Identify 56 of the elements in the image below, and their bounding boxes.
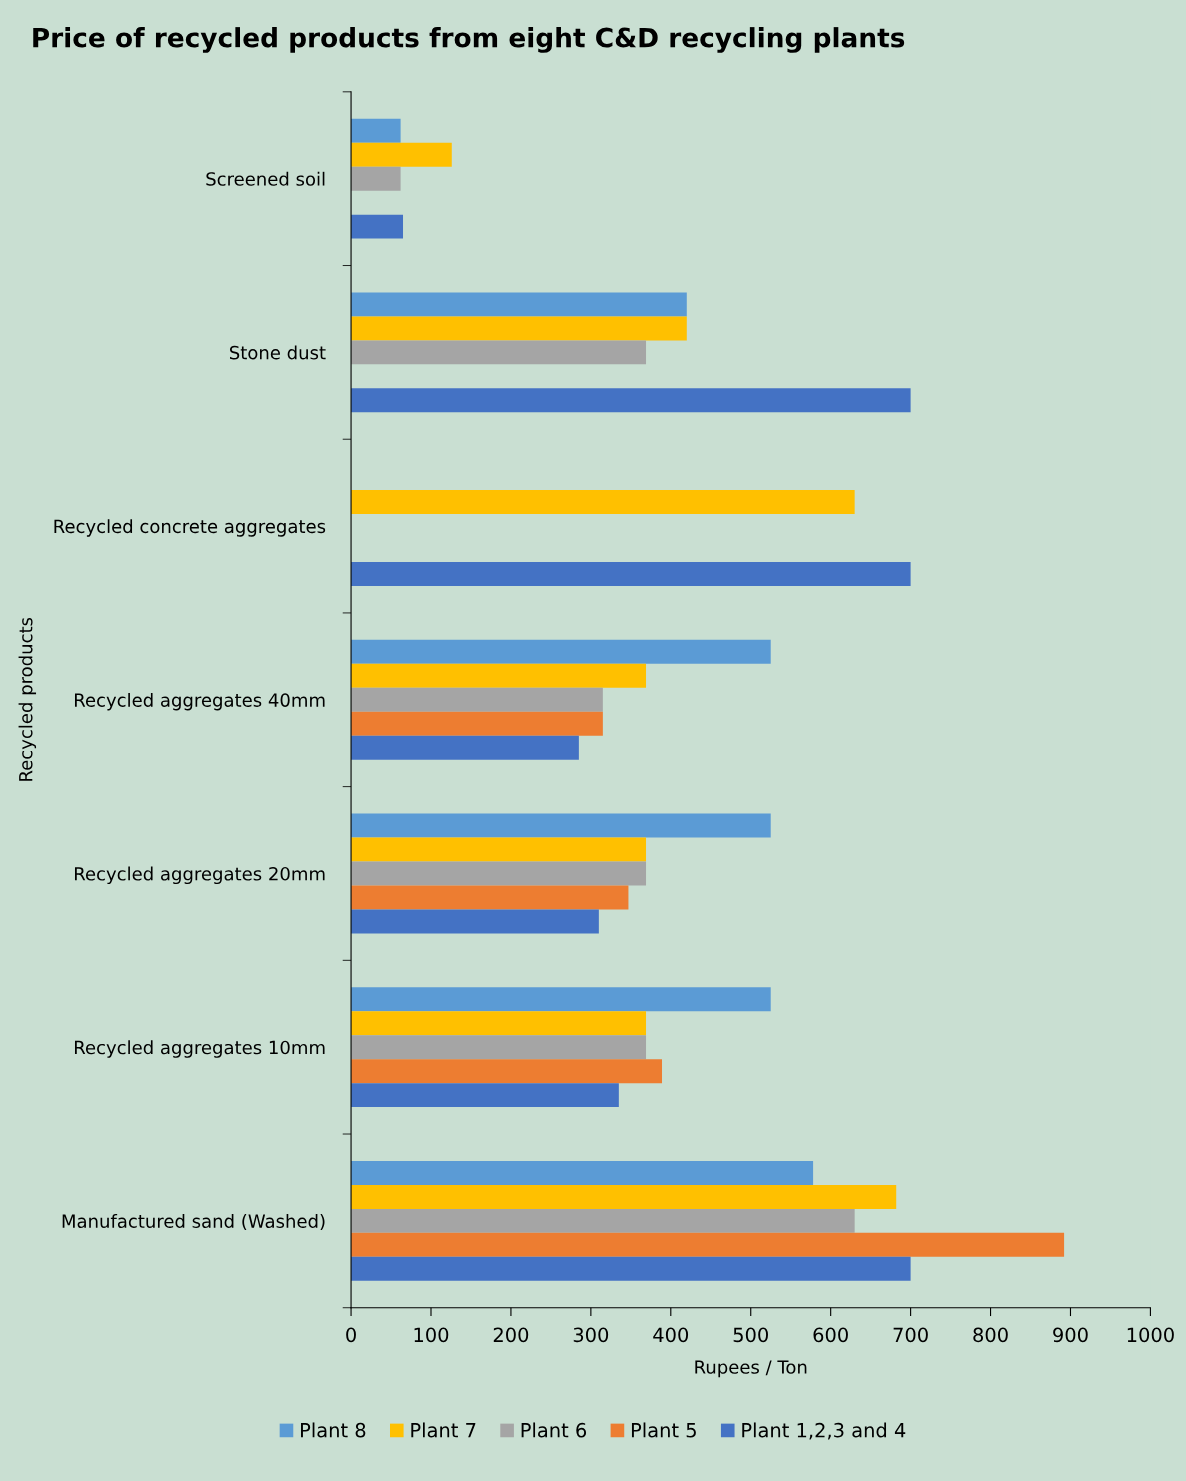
bar <box>351 1208 855 1233</box>
x-tick-label: 200 <box>493 1327 529 1343</box>
legend-label: Plant 6 <box>521 1422 587 1438</box>
x-tick-label: 600 <box>813 1327 848 1343</box>
bar <box>351 142 452 167</box>
bar <box>351 735 579 760</box>
bar <box>351 837 647 862</box>
bar <box>351 663 647 688</box>
legend-label: Plant 1,2,3 and 4 <box>742 1422 906 1440</box>
bar <box>351 490 855 515</box>
legend-label: Plant 5 <box>631 1422 696 1438</box>
y-tick-label: Recycled aggregates 10mm <box>74 1040 325 1058</box>
bar <box>351 562 911 586</box>
legend-label: Plant 8 <box>301 1422 366 1438</box>
bar <box>351 711 603 736</box>
bar <box>351 813 771 838</box>
bar <box>351 316 687 341</box>
y-tick-label: Recycled concrete aggregates <box>54 519 326 537</box>
bar <box>351 861 647 886</box>
y-tick-label: Recycled aggregates 20mm <box>74 866 325 885</box>
y-tick-label: Stone dust <box>229 345 326 360</box>
bar <box>351 118 401 143</box>
x-tick-label: 500 <box>733 1327 768 1343</box>
y-tick-label: Recycled aggregates 40mm <box>74 692 325 711</box>
x-tick-label: 400 <box>653 1327 689 1343</box>
bar <box>351 1160 814 1185</box>
y-tick-label: Manufactured sand (Washed) <box>62 1214 325 1231</box>
x-axis-title: Rupees / Ton <box>695 1360 807 1378</box>
bar <box>351 1011 647 1036</box>
legend-label: Plant 7 <box>411 1422 476 1438</box>
bar <box>351 1035 647 1060</box>
x-tick-label: 1000 <box>1127 1327 1174 1343</box>
bar <box>351 909 599 934</box>
bar <box>351 1059 663 1084</box>
bar <box>351 987 771 1012</box>
x-tick-label: 300 <box>573 1327 609 1343</box>
x-tick-label: 0 <box>346 1327 356 1343</box>
x-tick-label: 900 <box>1053 1327 1088 1343</box>
bar <box>351 687 603 712</box>
bar <box>351 292 687 317</box>
bar <box>351 214 404 239</box>
bar <box>351 885 629 910</box>
bar <box>351 1256 911 1281</box>
bar <box>351 1232 1065 1257</box>
bar <box>351 388 911 413</box>
chart-title: Price of recycled products from eight C&D recycling plants <box>33 27 905 53</box>
bar <box>351 166 401 191</box>
y-axis-title: Recycled products <box>18 617 37 781</box>
bar <box>351 340 647 365</box>
x-tick-label: 700 <box>893 1327 928 1343</box>
bar <box>351 639 771 664</box>
y-tick-label: Screened soil <box>206 171 325 186</box>
x-tick-label: 800 <box>973 1327 1008 1343</box>
x-tick-label: 100 <box>414 1327 449 1343</box>
bar <box>351 1184 897 1209</box>
bar <box>351 1083 619 1108</box>
